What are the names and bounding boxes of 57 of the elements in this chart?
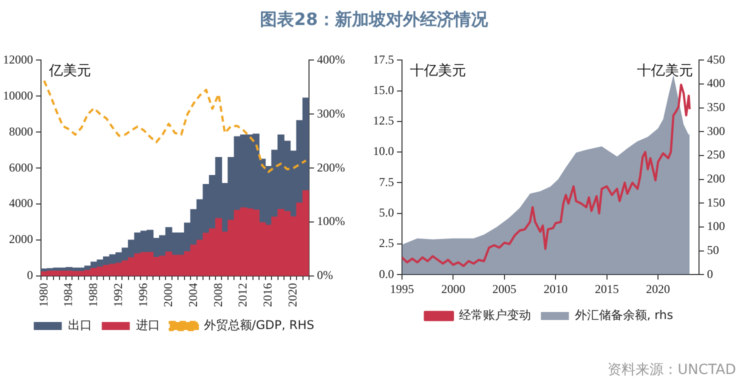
- x-tick-label: 2016: [260, 283, 275, 307]
- y2-tick-label: 0: [707, 266, 713, 281]
- y-tick-label: 12.5: [373, 114, 394, 128]
- legend-label: 经常账户变动: [458, 308, 531, 322]
- x-tick-label: 2012: [236, 283, 250, 307]
- legend-label: 进口: [136, 318, 160, 332]
- y2-tick-label: 50: [707, 242, 719, 257]
- y2-tick-label: 300: [707, 124, 725, 138]
- x-tick-label: 1984: [61, 283, 76, 307]
- y2-tick-label: 450: [707, 52, 725, 66]
- y-axis-title: 亿美元: [48, 62, 91, 79]
- y-tick-label: 2.5: [379, 236, 394, 250]
- y2-tick-label: 400: [707, 76, 725, 90]
- y-tick-label: 12000: [3, 52, 33, 66]
- legend-label: 外汇储备余额, rhs: [574, 308, 674, 322]
- y-tick-label: 0: [27, 268, 33, 282]
- y2-tick-label: 350: [707, 100, 725, 114]
- y2-tick-label: 250: [707, 148, 725, 162]
- y-tick-label: 7.5: [379, 174, 394, 189]
- x-tick-label: 1988: [86, 283, 100, 307]
- y2-tick-label: 150: [707, 195, 725, 210]
- x-tick-label: 1992: [111, 283, 126, 307]
- y-tick-label: 17.5: [373, 52, 394, 66]
- y2-tick-label: 100%: [317, 214, 346, 228]
- x-tick-label: 2008: [210, 283, 225, 307]
- y2-tick-label: 0%: [317, 268, 334, 282]
- y2-tick-label: 300%: [317, 106, 346, 120]
- y2-axis-title: 十亿美元: [637, 62, 693, 79]
- y-tick-label: 8000: [9, 124, 33, 138]
- y-tick-label: 2000: [9, 232, 33, 246]
- y-tick-label: 15.0: [373, 82, 394, 97]
- x-tick-label: 2020: [646, 282, 670, 296]
- x-tick-label: 1996: [136, 283, 150, 307]
- x-tick-label: 2015: [594, 282, 619, 296]
- legend-label: 外贸总额/GDP, RHS: [204, 318, 314, 332]
- x-tick-label: 2000: [441, 282, 466, 296]
- y-tick-label: 6000: [9, 160, 33, 174]
- text: 资料来源：UNCTAD: [608, 361, 736, 379]
- y-tick-label: 5.0: [379, 206, 394, 220]
- y-tick-label: 0.0: [379, 266, 394, 281]
- x-tick-label: 2005: [492, 282, 516, 296]
- y-tick-label: 4000: [9, 196, 33, 210]
- y2-tick-label: 200%: [317, 160, 346, 174]
- y-axis-title: 十亿美元: [410, 62, 466, 79]
- x-tick-label: 2010: [544, 282, 568, 296]
- text: 图表28：新加坡对外经济情况: [259, 9, 489, 31]
- y2-tick-label: 100: [707, 219, 725, 234]
- x-tick-label: 1995: [390, 282, 414, 296]
- y-tick-label: 10000: [3, 88, 33, 102]
- y2-tick-label: 400%: [317, 52, 346, 66]
- x-tick-label: 1980: [36, 283, 50, 307]
- x-tick-label: 2004: [186, 283, 200, 307]
- x-tick-label: 2020: [286, 283, 300, 307]
- y2-tick-label: 200: [707, 171, 725, 186]
- x-tick-label: 2000: [160, 283, 175, 307]
- y-tick-label: 10.0: [373, 144, 394, 158]
- legend-label: 出口: [68, 318, 92, 332]
